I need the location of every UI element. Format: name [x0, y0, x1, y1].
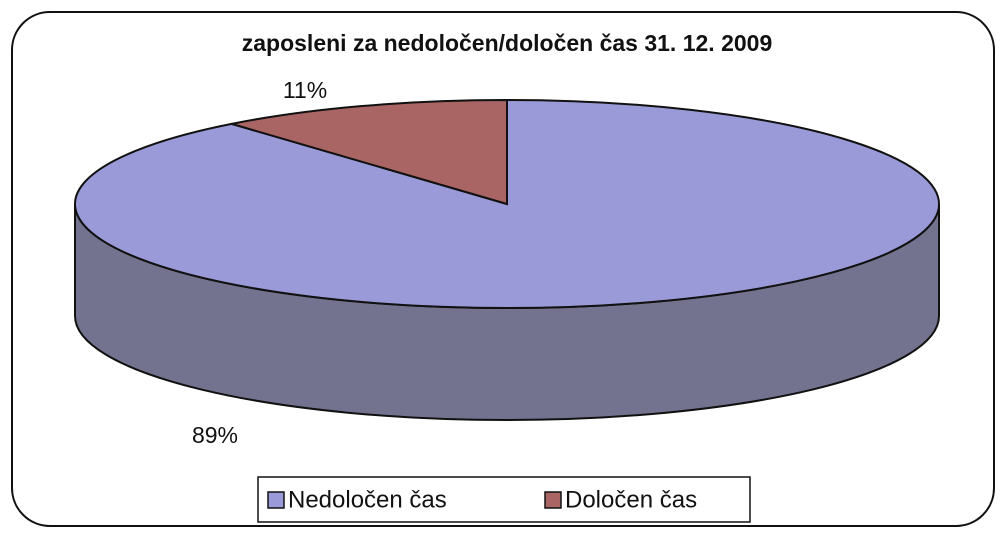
pie-slice: [74, 98, 940, 309]
legend-label: Določen čas: [565, 486, 697, 513]
legend-swatch: [267, 491, 285, 509]
data-label: 89%: [192, 422, 238, 448]
data-label: 11%: [283, 77, 327, 103]
legend-box: [257, 476, 751, 523]
chart-title: zaposleni za nedoločen/določen čas 31. 1…: [242, 30, 773, 56]
pie-slice: [231, 98, 508, 206]
legend-swatch: [544, 491, 562, 509]
legend-label: Nedoločen čas: [288, 486, 447, 513]
